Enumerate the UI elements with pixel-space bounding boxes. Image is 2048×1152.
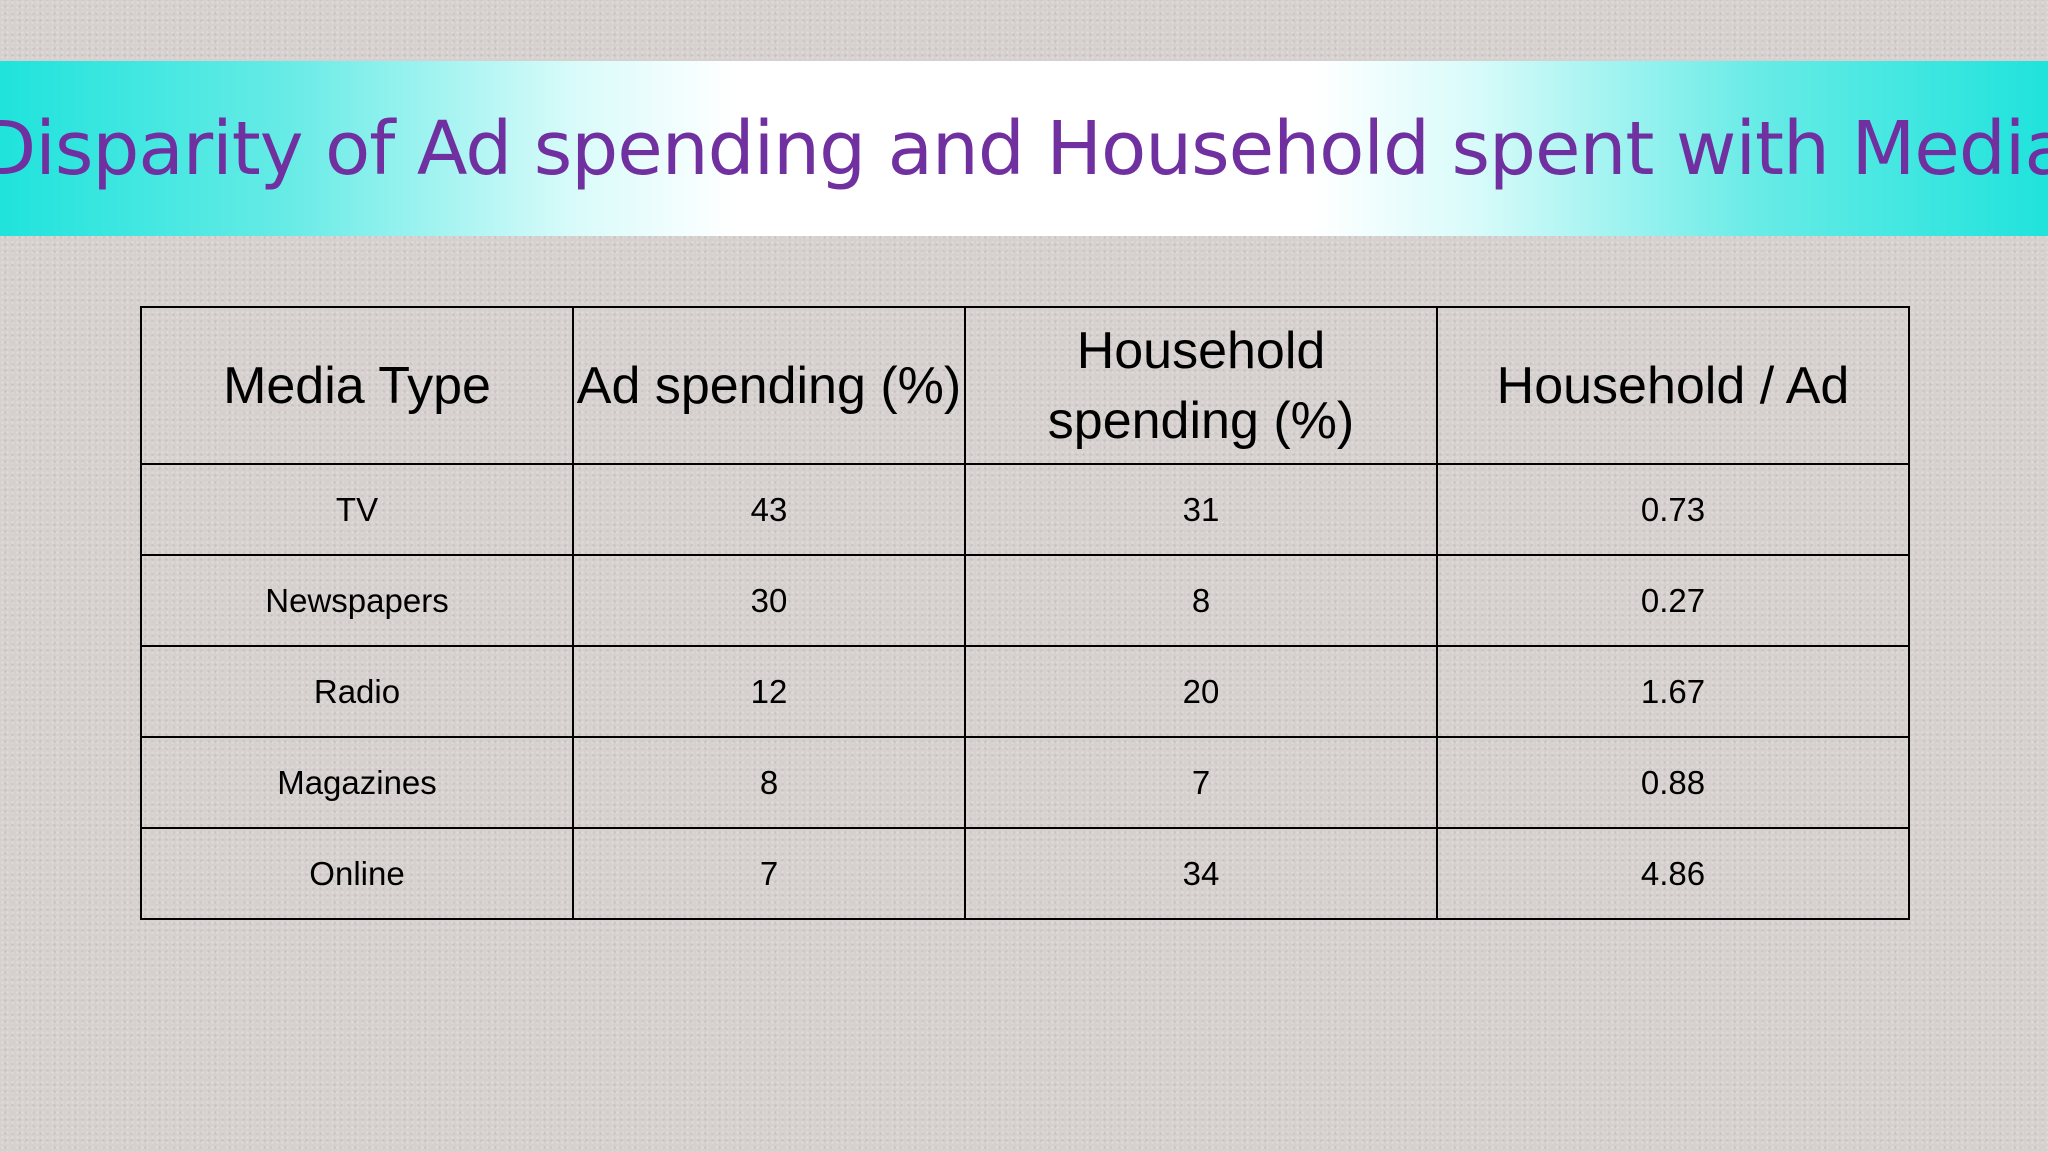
cell-ad-spending: 8	[572, 736, 966, 829]
cell-ad-spending: 30	[572, 554, 966, 647]
cell-ad-spending: 12	[572, 645, 966, 738]
slide-title: Disparity of Ad spending and Household s…	[0, 105, 2048, 192]
cell-ad-spending: 43	[572, 463, 966, 556]
cell-media-type: Magazines	[140, 736, 574, 829]
cell-household-spending: 34	[964, 827, 1438, 920]
table-row: Newspapers 30 8 0.27	[140, 554, 1910, 647]
cell-household-ad-ratio: 0.88	[1436, 736, 1910, 829]
title-banner: Disparity of Ad spending and Household s…	[0, 61, 2048, 236]
header-household-ad-ratio: Household / Ad	[1436, 306, 1910, 465]
cell-household-spending: 20	[964, 645, 1438, 738]
cell-household-spending: 31	[964, 463, 1438, 556]
table-row: TV 43 31 0.73	[140, 463, 1910, 556]
header-ad-spending: Ad spending (%)	[572, 306, 966, 465]
cell-household-ad-ratio: 0.73	[1436, 463, 1910, 556]
cell-household-ad-ratio: 0.27	[1436, 554, 1910, 647]
cell-media-type: Online	[140, 827, 574, 920]
table-row: Radio 12 20 1.67	[140, 645, 1910, 738]
cell-media-type: TV	[140, 463, 574, 556]
cell-ad-spending: 7	[572, 827, 966, 920]
cell-household-ad-ratio: 4.86	[1436, 827, 1910, 920]
table-row: Online 7 34 4.86	[140, 827, 1910, 920]
header-media-type: Media Type	[140, 306, 574, 465]
cell-media-type: Newspapers	[140, 554, 574, 647]
table-row: Magazines 8 7 0.88	[140, 736, 1910, 829]
media-spending-table: Media Type Ad spending (%) Household spe…	[140, 306, 1910, 920]
cell-household-spending: 8	[964, 554, 1438, 647]
cell-household-ad-ratio: 1.67	[1436, 645, 1910, 738]
table-header-row: Media Type Ad spending (%) Household spe…	[140, 306, 1910, 465]
cell-media-type: Radio	[140, 645, 574, 738]
cell-household-spending: 7	[964, 736, 1438, 829]
header-household-spending: Household spending (%)	[964, 306, 1438, 465]
